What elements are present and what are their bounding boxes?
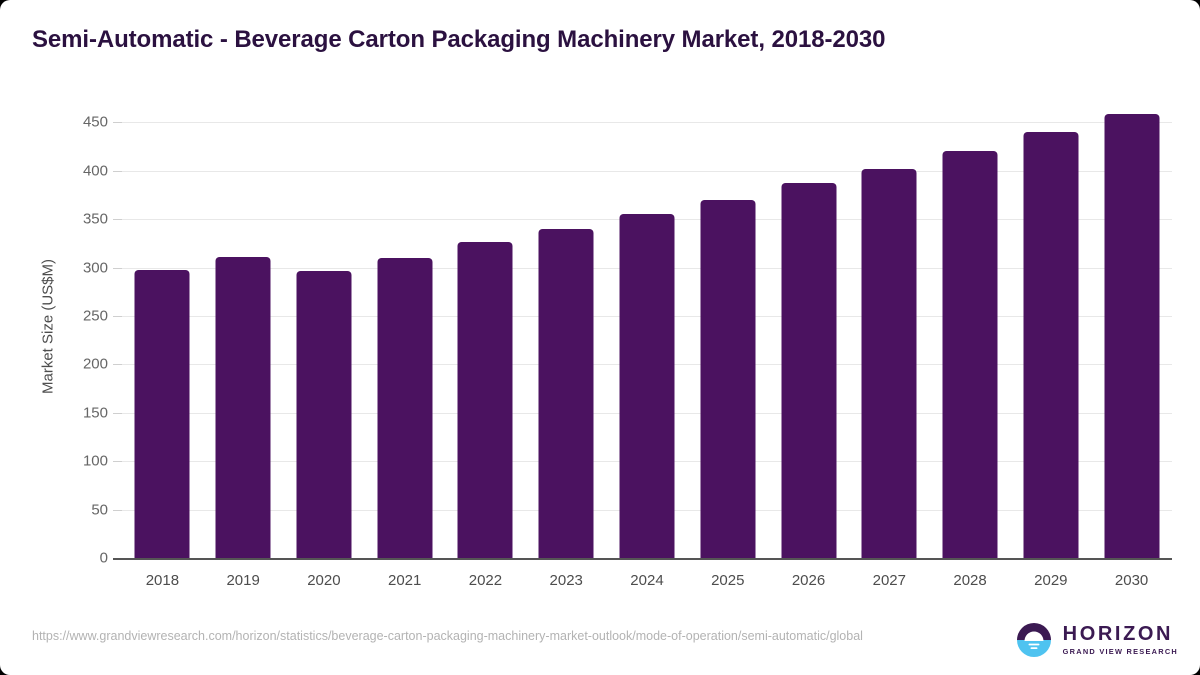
horizon-logo-text: HORIZON GRAND VIEW RESEARCH (1063, 624, 1178, 655)
bar[interactable] (296, 271, 352, 558)
horizon-logo-icon (1014, 620, 1054, 660)
x-axis-line (113, 558, 1172, 560)
y-tick-label: 150 (82, 404, 108, 422)
x-tick-label: 2027 (872, 572, 906, 589)
y-tick-mark (113, 461, 122, 463)
bar[interactable] (781, 183, 837, 558)
y-tick-label: 400 (82, 162, 108, 180)
source-url[interactable]: https://www.grandviewresearch.com/horizo… (32, 629, 863, 643)
bar[interactable] (861, 168, 917, 558)
x-tick-label: 2028 (953, 572, 987, 589)
y-tick-mark (113, 509, 122, 511)
bar[interactable] (377, 257, 433, 558)
y-tick-mark (113, 315, 122, 317)
y-tick-mark (113, 122, 122, 124)
bar[interactable] (538, 228, 594, 558)
gridline (122, 122, 1172, 124)
bar[interactable] (1104, 113, 1160, 558)
x-tick-label: 2020 (307, 572, 341, 589)
x-tick-label: 2024 (630, 572, 664, 589)
bar-series: 2018 2019 2020 2021 2022 2023 2024 2025 2026 2027… (122, 0, 1172, 675)
x-tick-label: 2022 (468, 572, 503, 589)
logo-wordmark: HORIZON (1062, 623, 1174, 646)
y-tick-label: 0 (99, 549, 108, 567)
bar[interactable] (1023, 132, 1079, 558)
y-tick-label: 50 (91, 501, 108, 519)
y-tick-mark (113, 267, 122, 269)
bar[interactable] (700, 199, 756, 558)
y-tick-label: 350 (82, 210, 108, 228)
bar[interactable] (619, 214, 675, 558)
bar[interactable] (134, 269, 190, 558)
y-tick-mark (113, 219, 122, 221)
horizon-logo: HORIZON GRAND VIEW RESEARCH (1014, 620, 1178, 660)
y-tick-mark (113, 412, 122, 414)
x-tick-label: 2021 (387, 572, 422, 589)
bar[interactable] (215, 256, 271, 558)
x-tick-label: 2030 (1114, 572, 1149, 589)
y-tick-label: 450 (82, 113, 108, 131)
y-tick-label: 200 (82, 355, 108, 373)
x-tick-label: 2019 (226, 572, 260, 589)
y-axis-title: Market Size (US$M) (39, 258, 57, 395)
page-title: Semi-Automatic - Beverage Carton Packagi… (32, 26, 886, 53)
y-tick-label: 250 (82, 307, 108, 325)
y-axis-ticks: 0 50 100 150 200 250 300 350 400 450 (62, 0, 108, 675)
x-tick-label: 2023 (549, 572, 583, 589)
y-tick-mark (113, 170, 122, 172)
x-tick-label: 2026 (791, 572, 826, 589)
y-tick-mark (113, 364, 122, 366)
x-tick-label: 2029 (1034, 572, 1068, 589)
y-tick-label: 300 (82, 259, 108, 277)
bar[interactable] (457, 242, 513, 558)
gridline (122, 170, 1172, 172)
x-tick-label: 2018 (145, 572, 180, 589)
logo-tagline: GRAND VIEW RESEARCH (1062, 647, 1178, 657)
y-tick-label: 100 (82, 452, 108, 470)
bar[interactable] (942, 151, 998, 558)
x-tick-label: 2025 (711, 572, 745, 589)
